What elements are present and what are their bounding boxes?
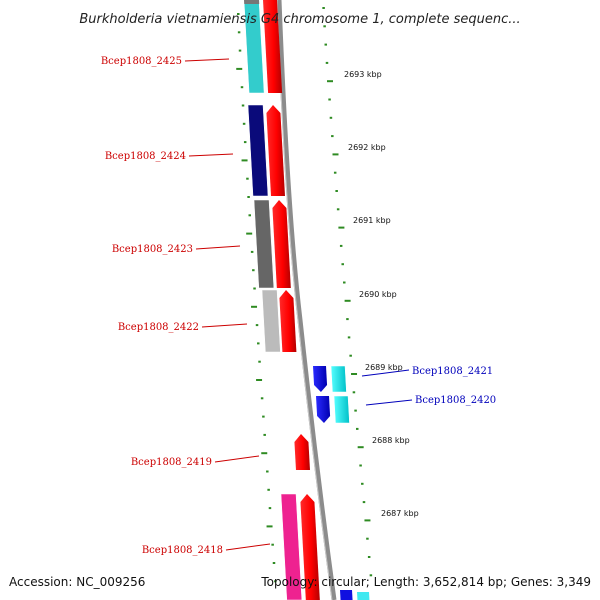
gene-label-bcep1808-2420[interactable]: Bcep1808_2420 <box>415 395 496 406</box>
inner-tick-marks <box>236 13 277 583</box>
gene-feature-track <box>263 0 353 600</box>
cog-feature-track <box>243 0 370 600</box>
forward-gene-arrow-gene-2423 <box>272 200 291 288</box>
cog-block-gene-2424 <box>247 104 269 197</box>
reverse-gene-arrow-gene-2421 <box>313 366 328 392</box>
kbp-tick-label: 2689 kbp <box>365 363 403 372</box>
reverse-gene-arrow-gene-2420 <box>316 396 331 423</box>
gene-label-bcep1808-2425[interactable]: Bcep1808_2425 <box>101 56 182 67</box>
label-leader-line <box>365 399 413 406</box>
map-title: Burkholderia vietnamiensis G4 chromosome… <box>79 12 520 27</box>
gene-label-bcep1808-2419[interactable]: Bcep1808_2419 <box>131 457 212 468</box>
label-leader-line <box>361 369 410 377</box>
cog-block-gene-2418 <box>280 493 303 600</box>
cog-block-gene-2425 <box>243 0 265 94</box>
kbp-tick-label: 2690 kbp <box>359 290 397 299</box>
kbp-tick-label: 2688 kbp <box>372 436 410 445</box>
cog-block-gene-2421 <box>330 365 347 393</box>
forward-gene-arrow-gene-2418 <box>300 494 320 600</box>
kbp-tick-label: 2693 kbp <box>344 70 382 79</box>
reverse-gene-arrow-partial <box>340 590 353 600</box>
topology-text: Topology: circular; Length: 3,652,814 bp… <box>260 575 591 589</box>
label-leader-line <box>214 455 260 463</box>
gene-label-bcep1808-2422[interactable]: Bcep1808_2422 <box>118 322 199 333</box>
cog-block-partial <box>244 0 260 4</box>
chromosome-backbone-highlight <box>276 0 333 600</box>
gene-label-bcep1808-2418[interactable]: Bcep1808_2418 <box>142 545 223 556</box>
label-leader-line <box>225 543 271 551</box>
label-leader-line <box>184 58 230 62</box>
gene-label-bcep1808-2421[interactable]: Bcep1808_2421 <box>412 366 493 377</box>
cog-block-gene-2420 <box>333 395 350 424</box>
gene-label-leaders <box>184 58 413 551</box>
forward-gene-arrow-gene-2419 <box>294 434 310 470</box>
forward-gene-arrow-gene-2424 <box>266 105 286 196</box>
gene-label-bcep1808-2424[interactable]: Bcep1808_2424 <box>105 151 186 162</box>
label-leader-line <box>201 323 248 328</box>
label-leader-line <box>188 153 234 157</box>
cog-block-partial <box>357 592 370 600</box>
cog-block-gene-2423 <box>253 199 275 289</box>
accession-text: Accession: NC_009256 <box>9 575 145 589</box>
forward-gene-arrow-gene-2425 <box>263 0 283 93</box>
cog-block-gene-2422 <box>261 289 281 353</box>
kbp-tick-label: 2687 kbp <box>381 509 419 518</box>
outer-tick-marks <box>322 7 373 577</box>
kbp-tick-label: 2691 kbp <box>353 216 391 225</box>
label-leader-line <box>195 245 241 250</box>
chromosome-backbone <box>276 0 337 600</box>
gene-label-bcep1808-2423[interactable]: Bcep1808_2423 <box>112 244 193 255</box>
kbp-tick-label: 2692 kbp <box>348 143 386 152</box>
forward-gene-arrow-gene-2422 <box>279 290 297 352</box>
